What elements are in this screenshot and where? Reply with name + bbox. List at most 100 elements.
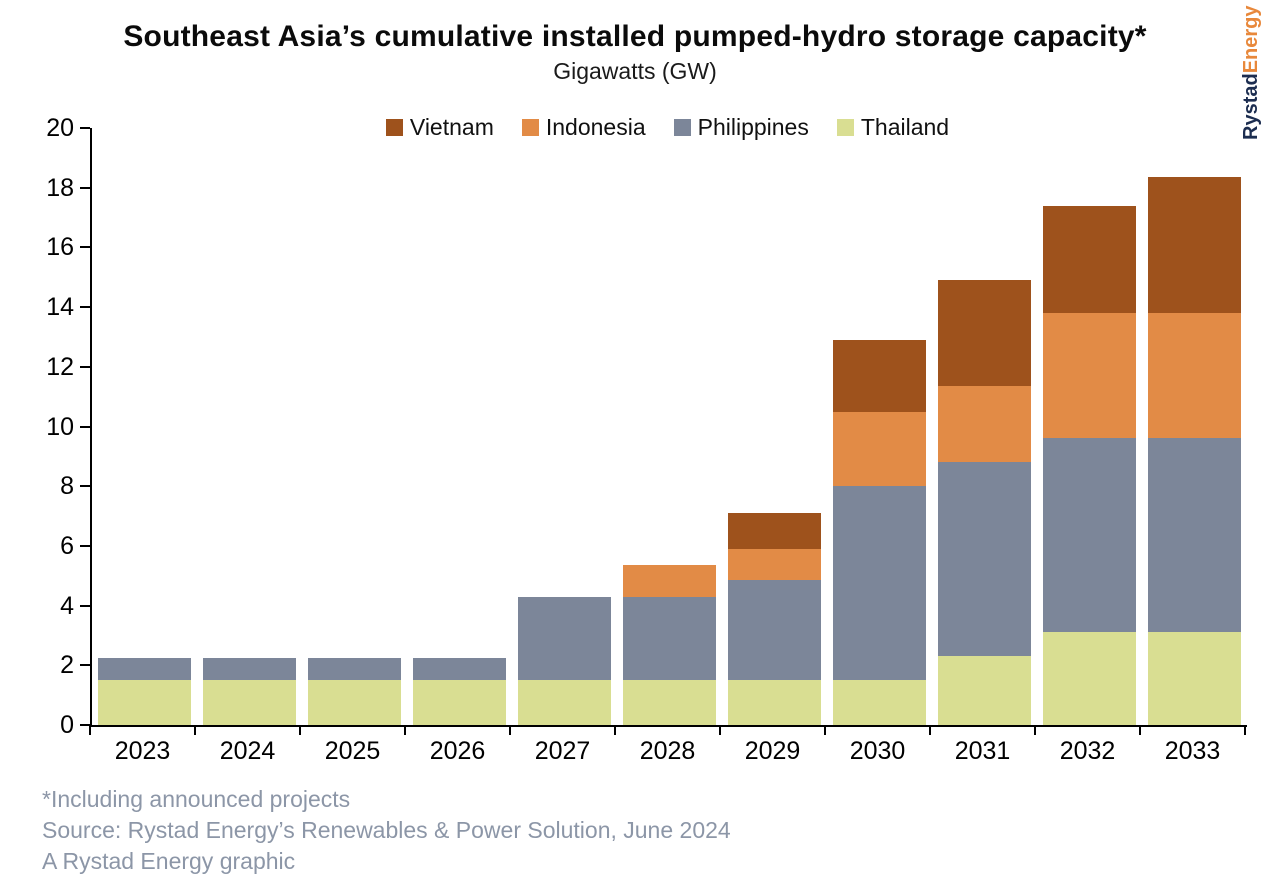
y-axis-label-2: 2 <box>60 651 74 680</box>
legend-label-philippines: Philippines <box>697 114 809 140</box>
bar-segment-2024-philippines <box>203 657 296 681</box>
x-axis-label-2028: 2028 <box>639 737 696 765</box>
bar-segment-2032-vietnam <box>1043 205 1136 314</box>
y-axis-label-10: 10 <box>46 412 74 441</box>
bar-2031 <box>938 280 1031 725</box>
x-axis-label-2026: 2026 <box>429 737 486 765</box>
legend-item-philippines: Philippines <box>673 114 809 141</box>
x-axis-label-2032: 2032 <box>1059 737 1116 765</box>
y-axis-label-12: 12 <box>46 352 74 381</box>
x-axis-tick-11 <box>1244 725 1246 735</box>
chart-footer: *Including announced projects Source: Ry… <box>42 784 731 877</box>
x-axis-tick-6 <box>719 725 721 735</box>
bar-segment-2028-philippines <box>623 596 716 681</box>
y-axis-tick-14 <box>80 306 90 309</box>
bar-2024 <box>203 657 296 725</box>
y-axis-tick-20 <box>80 127 90 129</box>
bar-segment-2028-indonesia <box>623 565 716 597</box>
y-axis-tick-16 <box>80 246 90 249</box>
bar-segment-2033-thailand <box>1148 632 1241 725</box>
x-axis-label-2030: 2030 <box>849 737 906 765</box>
x-axis-tick-8 <box>929 725 931 735</box>
logo-energy-text: Energy <box>1240 5 1262 74</box>
y-axis-tick-18 <box>80 186 90 189</box>
bar-segment-2023-thailand <box>98 680 191 725</box>
legend-item-thailand: Thailand <box>836 114 950 141</box>
bar-segment-2026-philippines <box>413 657 506 681</box>
bar-2027 <box>518 596 611 725</box>
bar-2028 <box>623 565 716 725</box>
bar-segment-2026-thailand <box>413 680 506 725</box>
bar-segment-2030-thailand <box>833 680 926 725</box>
x-axis-label-2033: 2033 <box>1164 737 1221 765</box>
x-axis-tick-0 <box>89 725 91 735</box>
bar-segment-2028-thailand <box>623 680 716 725</box>
x-axis-tick-5 <box>614 725 616 735</box>
y-axis-tick-2 <box>80 664 90 667</box>
x-axis-tick-1 <box>194 725 196 735</box>
bar-segment-2029-vietnam <box>728 513 821 549</box>
plot-area <box>90 128 1247 727</box>
bar-segment-2033-philippines <box>1148 438 1241 633</box>
x-axis-tick-3 <box>404 725 406 735</box>
bar-segment-2030-philippines <box>833 486 926 681</box>
legend-swatch-thailand <box>836 119 854 136</box>
x-axis-label-2023: 2023 <box>114 737 171 765</box>
y-axis-tick-12 <box>80 365 90 368</box>
legend-swatch-vietnam <box>385 119 403 136</box>
bar-segment-2031-vietnam <box>938 280 1031 387</box>
bar-2023 <box>98 657 191 725</box>
x-axis-label-2031: 2031 <box>954 737 1011 765</box>
bar-segment-2029-indonesia <box>728 548 821 581</box>
bar-2032 <box>1043 205 1136 725</box>
bar-segment-2027-thailand <box>518 680 611 725</box>
y-axis-label-16: 16 <box>46 233 74 262</box>
bar-segment-2030-vietnam <box>833 339 926 412</box>
y-axis-label-6: 6 <box>60 531 74 560</box>
y-axis-tick-6 <box>80 544 90 547</box>
bar-segment-2024-thailand <box>203 680 296 725</box>
bar-segment-2031-philippines <box>938 462 1031 657</box>
x-axis-tick-10 <box>1139 725 1141 735</box>
bar-segment-2029-thailand <box>728 680 821 725</box>
chart-title: Southeast Asia’s cumulative installed pu… <box>123 20 1147 53</box>
bar-2030 <box>833 339 926 725</box>
x-axis-tick-9 <box>1034 725 1036 735</box>
bar-2025 <box>308 657 401 725</box>
x-axis-label-2024: 2024 <box>219 737 276 765</box>
chart-subtitle: Gigawatts (GW) <box>553 58 717 84</box>
source-line: Source: Rystad Energy’s Renewables & Pow… <box>42 817 731 843</box>
bar-segment-2031-thailand <box>938 656 1031 725</box>
legend-item-vietnam: Vietnam <box>385 114 494 141</box>
chart-legend: Vietnam Indonesia Philippines Thailand <box>90 114 1245 141</box>
y-axis-label-14: 14 <box>46 293 74 322</box>
legend-item-indonesia: Indonesia <box>521 114 646 141</box>
legend-label-vietnam: Vietnam <box>409 114 494 140</box>
legend-swatch-philippines <box>673 119 691 136</box>
y-axis-tick-8 <box>80 485 90 488</box>
x-axis-tick-4 <box>509 725 511 735</box>
x-axis-tick-7 <box>824 725 826 735</box>
bar-segment-2027-philippines <box>518 596 611 681</box>
bar-2033 <box>1148 177 1241 725</box>
y-axis-label-4: 4 <box>60 591 74 620</box>
bar-segment-2033-vietnam <box>1148 177 1241 314</box>
y-axis-label-18: 18 <box>46 173 74 202</box>
bar-2029 <box>728 513 821 725</box>
x-axis-label-2025: 2025 <box>324 737 381 765</box>
legend-swatch-indonesia <box>521 119 539 136</box>
legend-label-indonesia: Indonesia <box>545 114 646 140</box>
x-axis-label-2027: 2027 <box>534 737 591 765</box>
legend-label-thailand: Thailand <box>860 114 950 140</box>
y-axis-label-8: 8 <box>60 472 74 501</box>
x-axis-tick-2 <box>299 725 301 735</box>
y-axis-label-0: 0 <box>60 711 74 739</box>
x-axis-label-2029: 2029 <box>744 737 801 765</box>
bar-segment-2032-philippines <box>1043 438 1136 633</box>
bar-segment-2031-indonesia <box>938 386 1031 463</box>
y-axis-tick-10 <box>80 425 90 428</box>
bar-segment-2032-thailand <box>1043 632 1136 725</box>
bar-segment-2030-indonesia <box>833 411 926 487</box>
credit-line: A Rystad Energy graphic <box>42 848 296 874</box>
